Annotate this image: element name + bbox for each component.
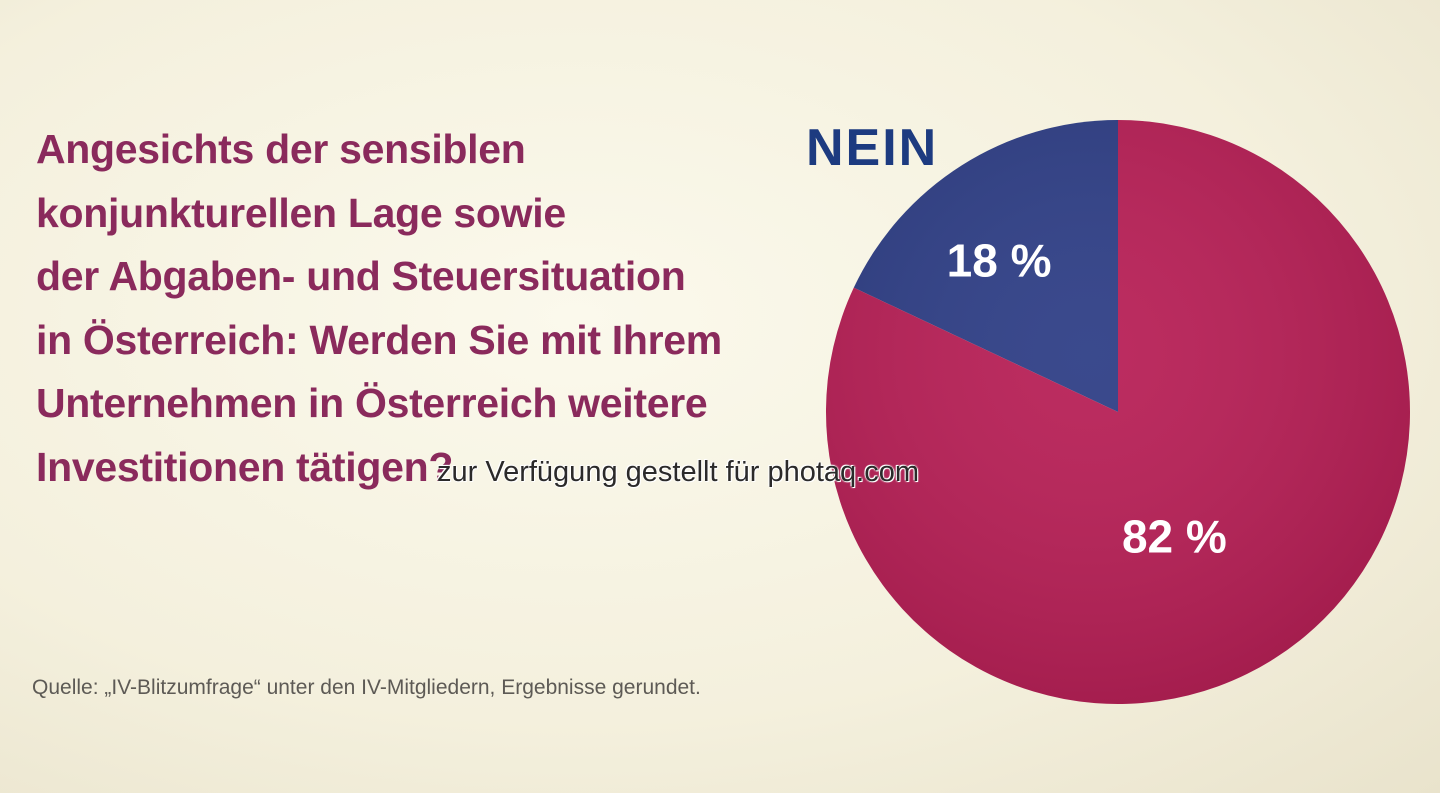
question-line: Unternehmen in Österreich weitere xyxy=(36,380,708,426)
question-line: der Abgaben- und Steuersituation xyxy=(36,253,686,299)
question-line: Investitionen tätigen? xyxy=(36,443,454,490)
slice-value-label: 82 % xyxy=(1122,510,1227,562)
watermark-text: zur Verfügung gestellt für photaq.com xyxy=(437,456,920,488)
question-line: Angesichts der sensiblen xyxy=(36,126,526,172)
question-line: in Österreich: Werden Sie mit Ihrem xyxy=(36,316,722,363)
source-note: Quelle: „IV-Blitzumfrage“ unter den IV-M… xyxy=(32,676,701,699)
slice-value-label: 18 % xyxy=(947,234,1052,286)
question-text: Angesichts der sensiblen konjunkturellen… xyxy=(36,118,816,499)
question-line: konjunkturellen Lage sowie xyxy=(36,189,566,236)
